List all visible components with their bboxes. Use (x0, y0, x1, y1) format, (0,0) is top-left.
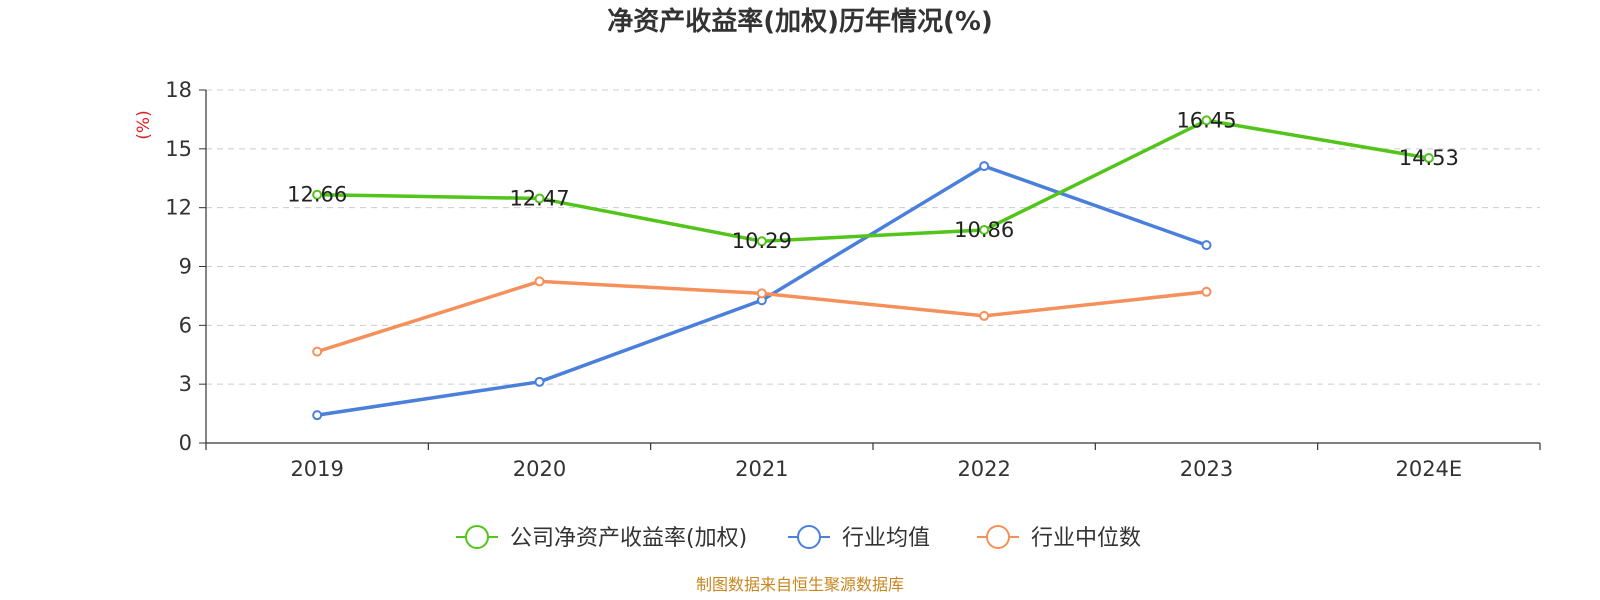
series-lines (316, 118, 1430, 417)
data-point[interactable] (534, 193, 545, 204)
legend-marker[interactable] (797, 525, 821, 549)
axes: 0 3 6 9 12 15 18 2019 2020 2021 2022 2023 2024E (165, 78, 1541, 481)
data-point[interactable] (1201, 240, 1212, 251)
y-tick-label: 9 (179, 255, 192, 279)
data-labels: 12.66 12.47 10.29 10.86 16.45 14.53 (287, 108, 1459, 253)
data-label: 10.86 (954, 218, 1014, 242)
data-point[interactable] (1423, 153, 1434, 164)
data-point[interactable] (312, 189, 323, 200)
data-label: 10.29 (732, 229, 792, 253)
legend-label[interactable]: 行业均值 (842, 526, 930, 551)
data-point[interactable] (312, 346, 323, 357)
series-line-0 (317, 118, 1430, 243)
data-label: 14.53 (1399, 146, 1459, 170)
x-tick-label: 2022 (957, 457, 1010, 481)
data-label: 16.45 (1176, 108, 1236, 132)
x-tick-label: 2019 (290, 457, 343, 481)
chart-title: 净资产收益率(加权)历年情况(%) (607, 6, 993, 37)
legend-marker[interactable] (465, 525, 489, 549)
y-tick-label: 15 (165, 137, 192, 161)
source-footer: 制图数据来自恒生聚源数据库 (696, 575, 904, 594)
data-label: 12.47 (509, 186, 569, 210)
data-point[interactable] (312, 410, 323, 421)
series-points (312, 115, 1434, 421)
data-point[interactable] (979, 161, 990, 172)
y-tick-label: 18 (165, 78, 192, 102)
legend-marker[interactable] (986, 525, 1010, 549)
data-point[interactable] (534, 276, 545, 287)
x-tick-label: 2021 (735, 457, 788, 481)
y-tick-label: 12 (165, 196, 192, 220)
data-point[interactable] (1201, 286, 1212, 297)
data-point[interactable] (756, 288, 767, 299)
y-tick-label: 6 (179, 313, 192, 337)
y-axis-label: (%) (134, 110, 154, 139)
grid-lines (206, 89, 1540, 385)
legend[interactable]: 公司净资产收益率(加权) 行业均值 行业中位数 (456, 525, 1141, 551)
data-point[interactable] (756, 236, 767, 247)
data-point[interactable] (979, 310, 990, 321)
data-point[interactable] (534, 376, 545, 387)
legend-label[interactable]: 公司净资产收益率(加权) (510, 526, 747, 551)
x-tick-label: 2023 (1180, 457, 1233, 481)
y-tick-label: 3 (179, 372, 192, 396)
x-tick-label: 2024E (1395, 457, 1462, 481)
data-point[interactable] (1201, 115, 1212, 126)
y-tick-label: 0 (179, 431, 192, 455)
x-tick-label: 2020 (513, 457, 566, 481)
legend-label[interactable]: 行业中位数 (1031, 526, 1141, 551)
data-label: 12.66 (287, 183, 347, 207)
data-point[interactable] (979, 225, 990, 236)
